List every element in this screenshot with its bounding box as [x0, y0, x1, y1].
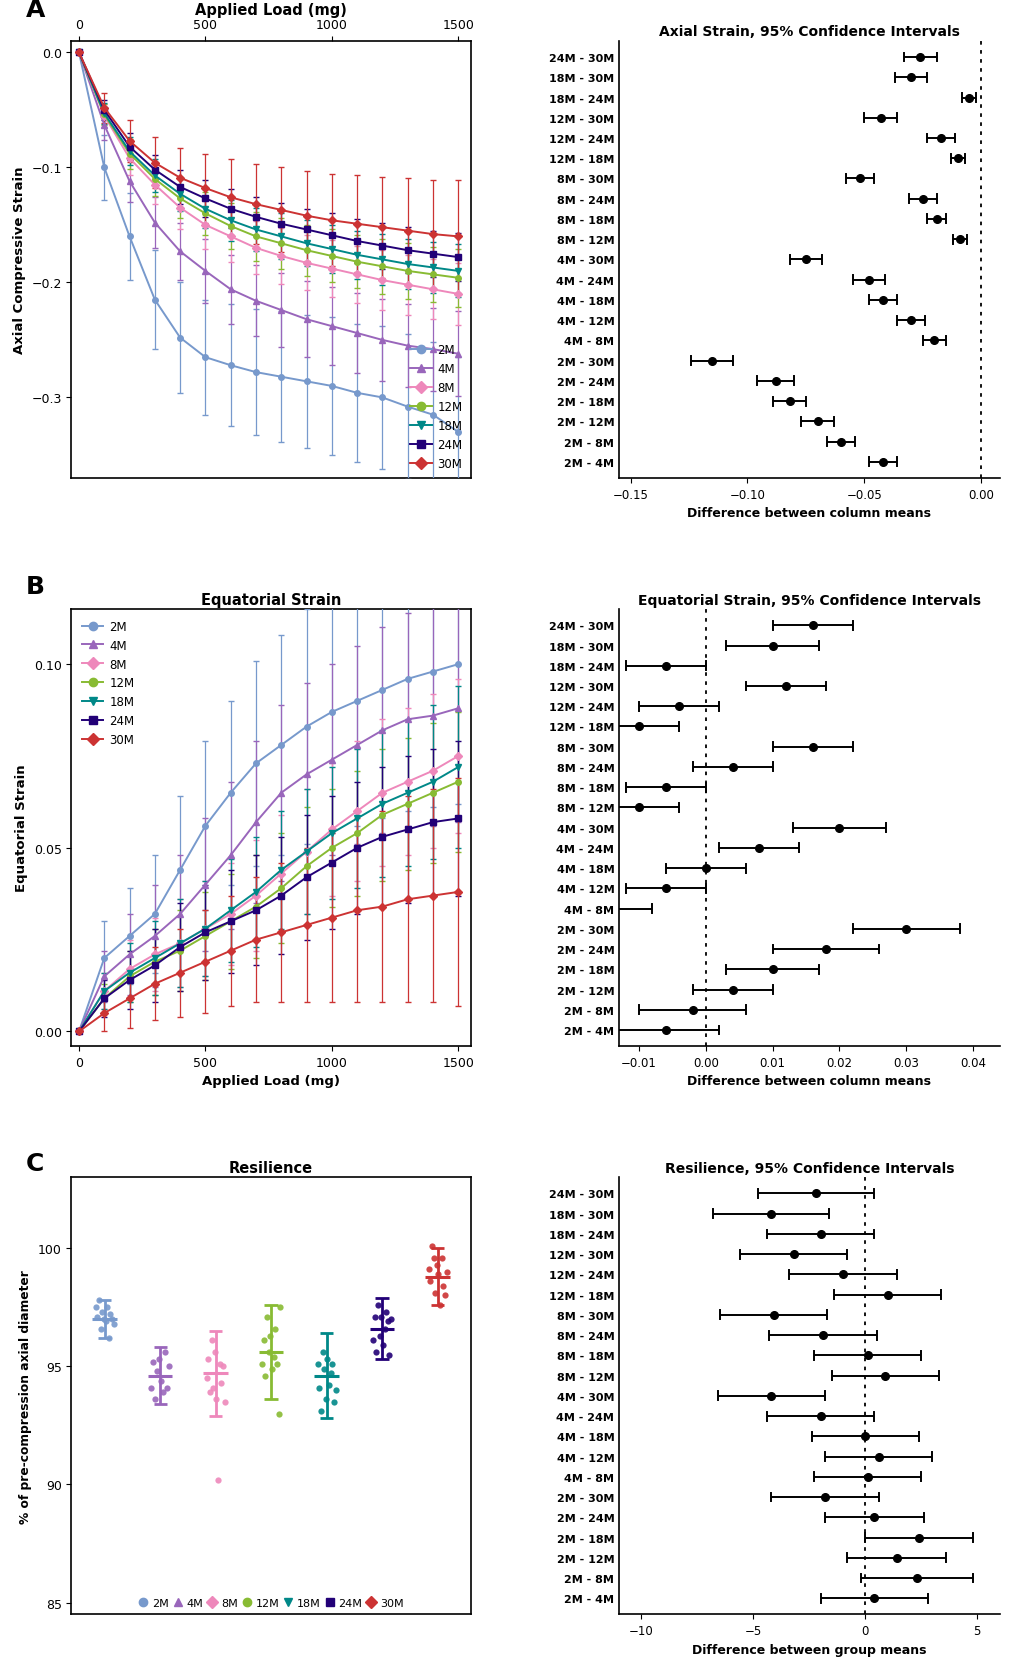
Text: A: A	[25, 0, 45, 22]
Y-axis label: % of pre-compression axial diameter: % of pre-compression axial diameter	[19, 1270, 33, 1522]
Title: Equatorial Strain: Equatorial Strain	[201, 592, 341, 607]
Text: C: C	[25, 1151, 44, 1176]
X-axis label: Applied Load (mg): Applied Load (mg)	[202, 1074, 339, 1087]
X-axis label: Difference between group means: Difference between group means	[692, 1643, 925, 1656]
Title: Axial Strain
Applied Load (mg): Axial Strain Applied Load (mg)	[195, 0, 346, 18]
Text: B: B	[25, 576, 45, 599]
Y-axis label: Axial Compressive Strain: Axial Compressive Strain	[12, 167, 25, 355]
Title: Resilience: Resilience	[229, 1159, 313, 1174]
Title: Resilience, 95% Confidence Intervals: Resilience, 95% Confidence Intervals	[664, 1161, 953, 1174]
X-axis label: Difference between column means: Difference between column means	[687, 507, 930, 520]
Title: Equatorial Strain, 95% Confidence Intervals: Equatorial Strain, 95% Confidence Interv…	[637, 594, 980, 607]
Title: Axial Strain, 95% Confidence Intervals: Axial Strain, 95% Confidence Intervals	[658, 25, 959, 38]
Legend: 2M, 4M, 8M, 12M, 18M, 24M, 30M: 2M, 4M, 8M, 12M, 18M, 24M, 30M	[133, 1593, 408, 1613]
Legend: 2M, 4M, 8M, 12M, 18M, 24M, 30M: 2M, 4M, 8M, 12M, 18M, 24M, 30M	[406, 340, 467, 475]
X-axis label: Difference between column means: Difference between column means	[687, 1074, 930, 1087]
Y-axis label: Equatorial Strain: Equatorial Strain	[15, 765, 29, 892]
Legend: 2M, 4M, 8M, 12M, 18M, 24M, 30M: 2M, 4M, 8M, 12M, 18M, 24M, 30M	[77, 616, 139, 751]
